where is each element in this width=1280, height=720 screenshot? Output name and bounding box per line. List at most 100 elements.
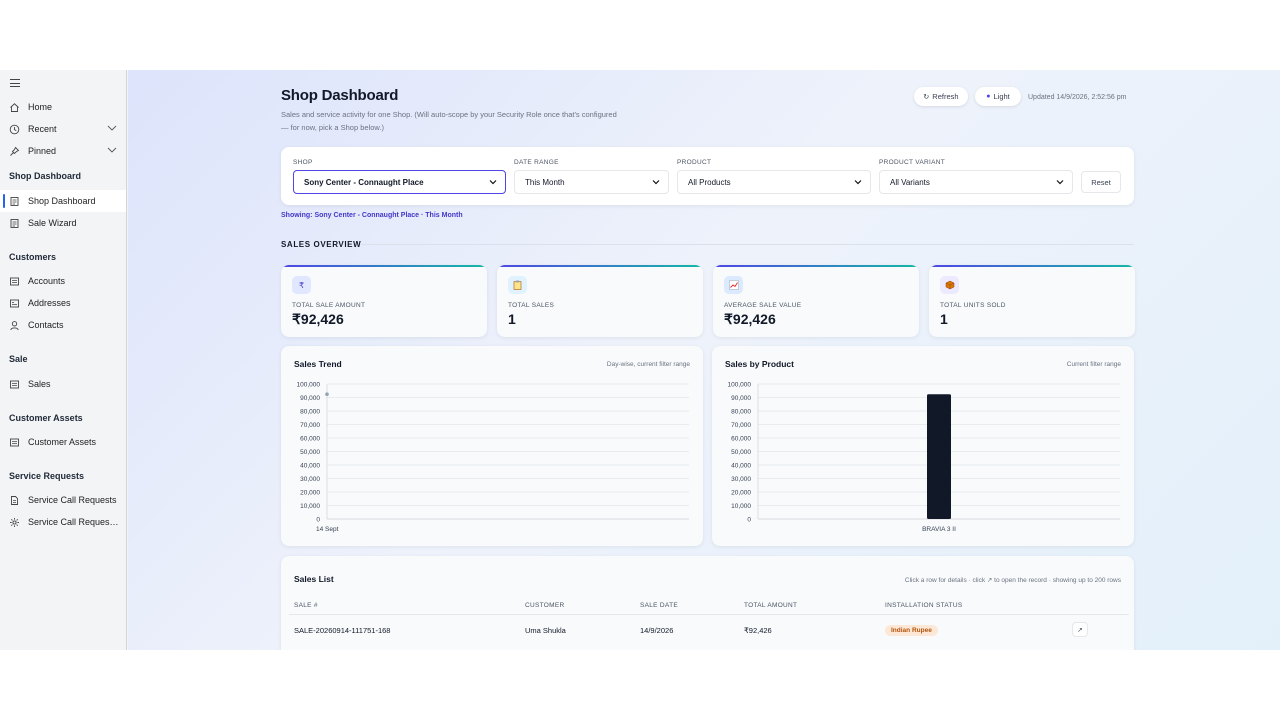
kpi-value: ₹92,426 xyxy=(292,311,344,327)
sidebar-item-pinned[interactable]: Pinned xyxy=(0,140,126,162)
chart-icon xyxy=(724,276,743,294)
kpi-label: TOTAL UNITS SOLD xyxy=(940,302,1006,309)
theme-toggle-button[interactable]: ● Light xyxy=(975,87,1021,106)
person-icon xyxy=(9,320,20,331)
chevron-down-icon[interactable] xyxy=(107,145,117,157)
column-header[interactable]: CUSTOMER xyxy=(525,602,565,609)
sidebar-item-service-call-request-2[interactable]: Service Call Request ... xyxy=(0,511,126,533)
column-header[interactable]: TOTAL AMOUNT xyxy=(744,602,798,609)
sidebar-item-accounts[interactable]: Accounts xyxy=(0,270,126,292)
pin-icon xyxy=(9,146,20,157)
shop-select-value: Sony Center - Connaught Place xyxy=(304,177,424,187)
sidebar-item-shop-dashboard[interactable]: Shop Dashboard xyxy=(0,190,126,212)
y-tick-label: 90,000 xyxy=(300,395,320,402)
sidebar-item-label: Contacts xyxy=(28,320,64,330)
y-tick-label: 10,000 xyxy=(731,503,751,510)
date-range-value: This Month xyxy=(525,177,565,187)
chevron-down-icon[interactable] xyxy=(107,123,117,135)
y-tick-label: 70,000 xyxy=(300,422,320,429)
x-tick-label: 14 Sept xyxy=(316,526,339,533)
theme-dot-icon: ● xyxy=(986,93,991,100)
sidebar-item-label: Service Call Requests xyxy=(28,495,117,505)
sidebar-group-heading: Shop Dashboard xyxy=(9,171,82,181)
header-divider xyxy=(289,614,1129,615)
main-content: Shop Dashboard Sales and service activit… xyxy=(128,70,1280,650)
table-row[interactable]: SALE-20260914-111751-168 Uma Shukla 14/9… xyxy=(281,618,1134,642)
customer-cell: Uma Shukla xyxy=(525,626,566,635)
y-tick-label: 40,000 xyxy=(300,463,320,470)
sidebar-group-heading: Sale xyxy=(9,354,28,364)
sidebar-item-label: Sale Wizard xyxy=(28,218,77,228)
sidebar-item-home[interactable]: Home xyxy=(0,96,126,118)
sidebar-item-contacts[interactable]: Contacts xyxy=(0,314,126,336)
column-header[interactable]: INSTALLATION STATUS xyxy=(885,602,963,609)
data-point xyxy=(325,392,329,397)
y-tick-label: 70,000 xyxy=(731,422,751,429)
sidebar-item-label: Service Call Request ... xyxy=(28,517,120,527)
sidebar-item-label: Customer Assets xyxy=(28,437,97,447)
assets-icon xyxy=(9,437,20,448)
sidebar: Home Recent Pinned Shop Dashboard Shop D… xyxy=(0,70,127,650)
column-header[interactable]: SALE # xyxy=(294,602,318,609)
reset-button[interactable]: Reset xyxy=(1081,171,1121,193)
active-filter-summary: Showing: Sony Center - Connaught Place ·… xyxy=(281,212,463,219)
status-badge: Indian Rupee xyxy=(885,625,938,636)
kpi-value: 1 xyxy=(940,311,948,327)
sidebar-item-addresses[interactable]: Addresses xyxy=(0,292,126,314)
chart-title: Sales Trend xyxy=(294,359,342,369)
sidebar-item-sales[interactable]: Sales xyxy=(0,373,126,395)
sales-list-hint: Click a row for details · click ↗ to ope… xyxy=(904,577,1121,584)
shop-select[interactable]: Sony Center - Connaught Place xyxy=(293,170,506,194)
chart-subtitle: Current filter range xyxy=(1066,361,1121,368)
variant-value: All Variants xyxy=(890,177,930,187)
y-tick-label: 60,000 xyxy=(300,436,320,443)
kpi-label: TOTAL SALE AMOUNT xyxy=(292,302,366,309)
y-tick-label: 10,000 xyxy=(300,503,320,510)
sidebar-group-heading: Customers xyxy=(9,252,57,262)
updated-timestamp: Updated 14/9/2026, 2:52:56 pm xyxy=(1028,94,1127,101)
column-header[interactable]: SALE DATE xyxy=(640,602,678,609)
product-value: All Products xyxy=(688,177,731,187)
sidebar-item-label: Shop Dashboard xyxy=(28,196,96,206)
chevron-down-icon xyxy=(652,178,660,188)
y-tick-label: 80,000 xyxy=(731,409,751,416)
refresh-button[interactable]: ↻ Refresh xyxy=(914,87,968,106)
section-title: SALES OVERVIEW xyxy=(281,240,362,249)
product-label: PRODUCT xyxy=(677,159,712,166)
rupee-icon: ₹ xyxy=(292,276,311,294)
y-tick-label: 30,000 xyxy=(300,476,320,483)
sales-trend-chart: 100,000 90,000 80,000 70,000 60,000 50,000 40,… xyxy=(297,382,689,533)
variant-select[interactable]: All Variants xyxy=(879,170,1073,194)
section-divider xyxy=(361,244,1134,245)
total-amount-cell: ₹92,426 xyxy=(744,626,772,635)
page-title: Shop Dashboard xyxy=(281,87,399,104)
sales-list-title: Sales List xyxy=(294,574,334,584)
sales-trend-card: Sales Trend Day-wise, current filter ran… xyxy=(281,346,703,546)
kpi-label: AVERAGE SALE VALUE xyxy=(724,302,802,309)
hamburger-menu-icon[interactable] xyxy=(10,79,20,87)
y-tick-label: 100,000 xyxy=(297,382,321,389)
clipboard-icon xyxy=(508,276,527,294)
chevron-down-icon xyxy=(854,178,862,188)
sidebar-item-customer-assets[interactable]: Customer Assets xyxy=(0,431,126,453)
date-range-label: DATE RANGE xyxy=(514,159,559,166)
chart-subtitle: Day-wise, current filter range xyxy=(606,361,690,368)
sidebar-item-label: Home xyxy=(28,102,53,112)
sidebar-item-sale-wizard[interactable]: Sale Wizard xyxy=(0,212,126,234)
chart-title: Sales by Product xyxy=(725,359,794,369)
date-range-select[interactable]: This Month xyxy=(514,170,669,194)
y-tick-label: 90,000 xyxy=(731,395,751,402)
bar xyxy=(927,394,951,519)
sidebar-item-service-call-requests[interactable]: Service Call Requests xyxy=(0,489,126,511)
open-record-button[interactable]: ↗ xyxy=(1072,622,1088,637)
kpi-value: ₹92,426 xyxy=(724,311,776,327)
refresh-icon: ↻ xyxy=(923,93,930,101)
gear-icon xyxy=(9,517,20,528)
y-tick-label: 20,000 xyxy=(300,490,320,497)
chevron-down-icon xyxy=(489,178,497,188)
refresh-label: Refresh xyxy=(932,92,959,101)
sidebar-item-recent[interactable]: Recent xyxy=(0,118,126,140)
clock-icon xyxy=(9,124,20,135)
product-select[interactable]: All Products xyxy=(677,170,871,194)
kpi-card-total-sale-amount: ₹ TOTAL SALE AMOUNT ₹92,426 xyxy=(281,265,487,337)
